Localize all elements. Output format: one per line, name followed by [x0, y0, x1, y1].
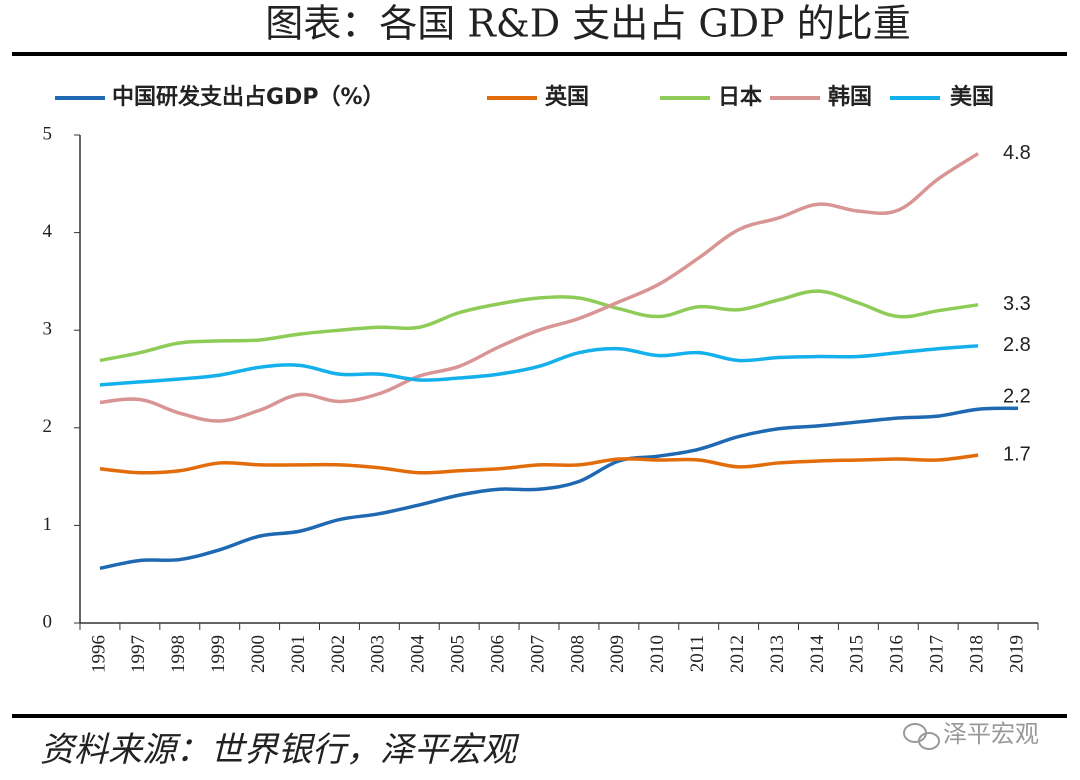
line [99, 289, 979, 363]
x-tick-label: 2019 [1006, 635, 1027, 673]
x-tick-label: 2000 [248, 635, 269, 673]
source-rule [12, 714, 1067, 718]
legend-label: 美国 [950, 84, 994, 110]
x-tick-label: 2002 [328, 635, 349, 673]
x-tick-label: 2015 [847, 635, 868, 673]
x-tick-label: 2017 [927, 635, 948, 673]
line [99, 406, 1019, 571]
legend-label: 中国研发支出占GDP（%） [112, 84, 385, 110]
y-tick-label: 2 [43, 416, 53, 437]
y-tick-label: 5 [43, 123, 53, 144]
legend-label: 日本 [718, 85, 762, 110]
chart-title: 图表：各国 R&D 支出占 GDP 的比重 [265, 2, 911, 46]
data-label: 4.8 [1003, 142, 1031, 164]
x-tick-label: 2007 [527, 635, 548, 673]
y-tick-label: 0 [43, 611, 53, 632]
x-tick-label: 2003 [368, 635, 389, 673]
x-tick-label: 2006 [487, 635, 508, 673]
x-tick-label: 1997 [128, 635, 149, 673]
line [99, 152, 980, 423]
x-tick-label: 2013 [767, 635, 788, 673]
x-tick-label: 2001 [288, 635, 309, 673]
y-tick-label: 4 [43, 221, 53, 242]
title-rule [12, 52, 1067, 56]
legend-label: 英国 [545, 85, 589, 110]
y-tick-label: 3 [43, 319, 53, 340]
source: 资料来源：世界银行，泽平宏观 [40, 730, 520, 770]
x-tick-label: 2016 [887, 635, 908, 673]
x-tick-label: 2009 [607, 635, 628, 673]
watermark: 泽平宏观 [943, 720, 1039, 748]
x-tick-label: 1998 [168, 635, 189, 673]
data-label: 2.2 [1003, 386, 1031, 408]
line [99, 344, 979, 387]
data-label: 2.8 [1003, 334, 1031, 356]
data-label: 1.7 [1003, 443, 1031, 465]
x-tick-label: 2008 [567, 635, 588, 673]
x-tick-label: 2004 [408, 635, 429, 674]
x-tick-label: 2005 [448, 635, 469, 673]
y-tick-label: 1 [43, 514, 53, 535]
x-tick-label: 2010 [647, 635, 668, 673]
x-tick-label: 2011 [687, 635, 708, 672]
legend-label: 韩国 [828, 84, 872, 110]
x-tick-label: 1996 [88, 635, 109, 673]
watermark-icon [903, 723, 940, 750]
data-label: 3.3 [1003, 293, 1031, 315]
line [99, 453, 979, 475]
x-tick-label: 2012 [727, 635, 748, 673]
x-tick-label: 1999 [208, 635, 229, 673]
x-tick-label: 2018 [966, 635, 987, 673]
x-tick-label: 2014 [807, 635, 828, 674]
